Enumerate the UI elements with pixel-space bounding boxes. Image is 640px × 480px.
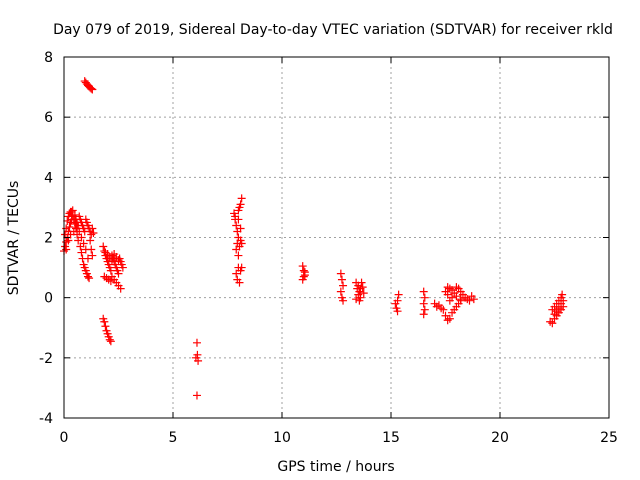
data-point [298,262,307,271]
data-point [336,269,345,278]
data-point [192,391,201,400]
data-point [299,272,308,281]
x-tick-label: 20 [491,430,509,446]
data-point [441,311,450,320]
data-point [232,269,241,278]
data-point [114,256,123,265]
data-point [65,222,74,231]
data-point [336,287,345,296]
data-point [445,314,454,323]
data-point [68,206,77,215]
data-point [237,263,246,272]
data-point [100,317,109,326]
data-point [70,210,79,219]
data-point [420,305,429,314]
data-point [83,272,92,281]
data-point [355,296,364,305]
data-point [419,310,428,319]
x-tick-label: 10 [273,430,291,446]
data-point [101,322,110,331]
data-point [339,296,348,305]
data-point [394,290,403,299]
y-tick-label: 2 [44,231,53,247]
data-point [237,194,246,203]
data-point [300,268,309,277]
data-point [359,289,368,298]
data-point [83,254,92,263]
data-points [60,77,568,400]
data-point [105,335,114,344]
data-point [62,238,71,247]
y-axis-label: SDTVAR / TECUs [6,181,22,296]
y-tick-label: 0 [44,291,53,307]
data-point [443,290,452,299]
data-point [77,248,86,257]
data-point [234,215,243,224]
data-point [99,242,108,251]
data-point [554,304,563,313]
data-point [88,85,97,94]
data-point [234,206,243,215]
data-point [439,305,448,314]
data-point [236,224,245,233]
data-point [81,245,90,254]
data-point [358,283,367,292]
data-point [339,281,348,290]
y-tick-label: 4 [44,170,53,186]
data-point [85,274,94,283]
data-point [465,296,474,305]
data-point [443,316,452,325]
data-point [452,292,461,301]
data-point [234,251,243,260]
x-axis-label: GPS time / hours [277,459,394,475]
data-point [89,228,98,237]
data-point [191,353,200,362]
data-point [77,233,86,242]
data-point [87,84,96,93]
chart-title: Day 079 of 2019, Sidereal Day-to-day VTE… [53,22,613,38]
data-point [235,278,244,287]
data-point [352,295,361,304]
x-tick-label: 5 [169,430,178,446]
data-point [232,221,241,230]
x-tick-label: 25 [600,430,618,446]
data-point [448,293,457,302]
data-point [456,295,465,304]
data-point [419,299,428,308]
data-point [548,319,557,328]
data-point [357,278,366,287]
data-point [63,216,72,225]
data-point [116,284,125,293]
data-point [106,337,115,346]
y-tick-label: -4 [39,411,53,427]
y-tick-label: 6 [44,110,53,126]
data-point [337,275,346,284]
x-tick-label: 15 [382,430,400,446]
data-point [393,296,402,305]
data-point [393,307,402,316]
data-point [559,296,568,305]
x-tick-label: 0 [60,430,69,446]
data-point [192,338,201,347]
data-point [420,293,429,302]
data-point [86,236,95,245]
data-point [106,277,115,286]
data-point [118,263,127,272]
data-point [79,239,88,248]
data-point [237,239,246,248]
y-tick-label: -2 [39,351,53,367]
data-point [88,251,97,260]
data-point [236,200,245,209]
y-tick-label: 8 [44,50,53,66]
grid [64,57,609,418]
data-point [419,287,428,296]
data-point [469,295,478,304]
data-point [114,269,123,278]
data-point [558,290,567,299]
data-point [73,224,82,233]
data-point [88,224,97,233]
axis-ticks: 0 5 10 15 20 25 -4 -2 0 2 4 6 8 [39,50,618,446]
